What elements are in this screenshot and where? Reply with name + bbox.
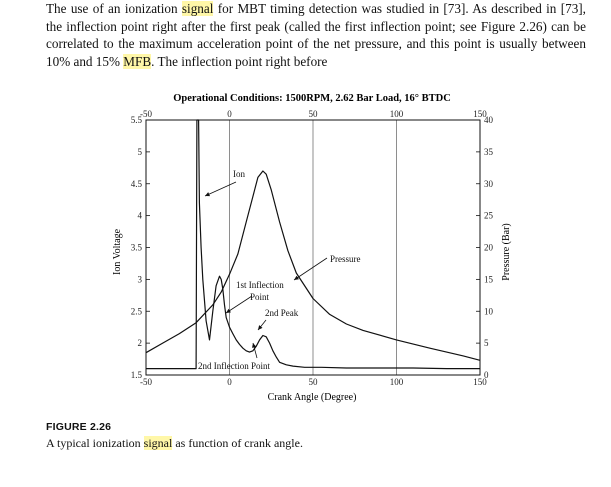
- x-tick-label-bottom: 0: [227, 377, 232, 387]
- x-tick-label-bottom: 100: [390, 377, 404, 387]
- y-tick-label-left: 5: [138, 147, 143, 157]
- y-tick-label-left: 2.5: [131, 306, 143, 316]
- y-tick-label-left: 4.5: [131, 179, 143, 189]
- ion-pressure-chart: Operational Conditions: 1500RPM, 2.62 Ba…: [112, 93, 512, 403]
- y-tick-label-right: 30: [484, 179, 494, 189]
- arrow-1st-inflection: [225, 295, 253, 314]
- chart-grid: [229, 120, 397, 375]
- annotation-pressure: Pressure: [330, 254, 361, 264]
- x-tick-label-top: 100: [390, 109, 404, 119]
- x-tick-label-bottom: 150: [473, 377, 487, 387]
- body-paragraph: The use of an ionization signal for MBT …: [46, 0, 586, 70]
- y-tick-label-left: 3.5: [131, 243, 143, 253]
- y-tick-label-right: 0: [484, 370, 489, 380]
- y-tick-label-left: 4: [138, 211, 143, 221]
- y-tick-label-right: 35: [484, 147, 494, 157]
- y-tick-label-left: 2: [138, 338, 143, 348]
- x-tick-label-top: -50: [140, 109, 152, 119]
- x-tick-label-bottom: 50: [309, 377, 319, 387]
- annotation-2nd-peak: 2nd Peak: [265, 308, 299, 318]
- x-tick-label-top: 0: [227, 109, 232, 119]
- y-tick-label-left: 1.5: [131, 370, 143, 380]
- y-axis-label-right: Pressure (Bar): [501, 223, 512, 280]
- figure-label: FIGURE 2.26: [46, 421, 112, 433]
- caption-segment-0: A typical ionization: [46, 436, 144, 450]
- series-line-ion: [146, 119, 480, 370]
- x-tick-label-top: 50: [309, 109, 319, 119]
- paragraph-segment-4: . The inflection point right before: [151, 53, 328, 69]
- arrow-ion-head: [205, 192, 210, 197]
- y-tick-label-right: 10: [484, 306, 494, 316]
- arrow-1st-inflection-head: [226, 308, 231, 313]
- caption-segment-2: as function of crank angle.: [172, 436, 303, 450]
- arrow-2nd-inflection-head: [252, 343, 257, 348]
- paragraph-segment-3: MFB: [123, 53, 152, 69]
- figure-caption: A typical ionization signal as function …: [46, 436, 303, 451]
- arrow-2nd-peak-head: [258, 325, 263, 330]
- y-tick-label-right: 15: [484, 274, 494, 284]
- annotation-ion: Ion: [233, 169, 245, 179]
- caption-segment-1: signal: [143, 436, 173, 450]
- series-line-pressure: [145, 170, 481, 361]
- y-tick-label-right: 25: [484, 211, 494, 221]
- paragraph-segment-1: signal: [181, 1, 214, 16]
- y-tick-label-left: 3: [138, 274, 143, 284]
- chart-title: Operational Conditions: 1500RPM, 2.62 Ba…: [173, 93, 451, 104]
- arrow-ion: [204, 181, 237, 197]
- y-tick-label-right: 40: [484, 115, 494, 125]
- annotation-1st-inflection: 1st Inflection: [236, 280, 284, 290]
- paragraph-segment-2: for MBT timing detection was studied in …: [46, 1, 586, 69]
- plot-frame: [145, 119, 481, 376]
- y-tick-label-right: 5: [484, 338, 489, 348]
- chart-series: [145, 119, 481, 370]
- arrow-pressure: [293, 257, 328, 281]
- chart-ticks: -50-500050501001001501501.522.533.544.55…: [131, 109, 494, 387]
- y-tick-label-left: 5.5: [131, 115, 143, 125]
- y-axis-label-left: Ion Voltage: [112, 228, 123, 275]
- arrow-pressure-head: [294, 275, 299, 280]
- x-axis-label: Crank Angle (Degree): [268, 392, 357, 403]
- y-tick-label-right: 20: [484, 243, 494, 253]
- annotation-1st-inflection-point: Point: [250, 292, 270, 302]
- annotation-2nd-inflection: 2nd Inflection Point: [198, 361, 270, 371]
- chart-annotations: Ion Pressure 1st Inflection Point 2nd Peak 2n…: [198, 169, 361, 371]
- x-tick-label-top: 150: [473, 109, 487, 119]
- x-tick-label-bottom: -50: [140, 377, 152, 387]
- paragraph-segment-0: The use of an ionization: [46, 1, 182, 16]
